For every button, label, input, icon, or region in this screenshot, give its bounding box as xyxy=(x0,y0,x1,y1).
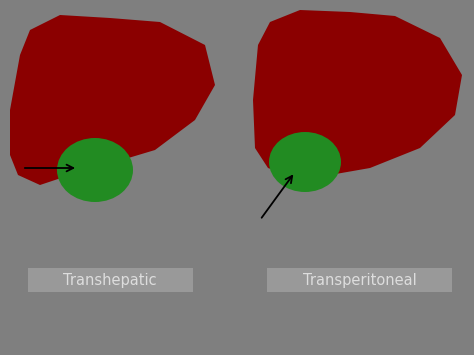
Ellipse shape xyxy=(269,132,341,192)
Text: Transperitoneal: Transperitoneal xyxy=(303,273,417,288)
FancyBboxPatch shape xyxy=(28,268,193,292)
FancyBboxPatch shape xyxy=(267,268,452,292)
Polygon shape xyxy=(253,10,462,178)
Ellipse shape xyxy=(57,138,133,202)
Polygon shape xyxy=(10,15,215,185)
Text: Transhepatic: Transhepatic xyxy=(63,273,157,288)
